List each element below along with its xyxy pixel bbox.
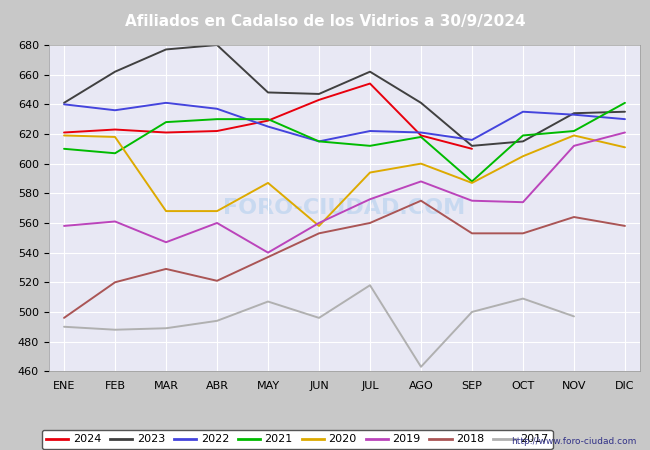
Legend: 2024, 2023, 2022, 2021, 2020, 2019, 2018, 2017: 2024, 2023, 2022, 2021, 2020, 2019, 2018… — [42, 430, 552, 449]
Text: http://www.foro-ciudad.com: http://www.foro-ciudad.com — [512, 436, 637, 446]
Text: Afiliados en Cadalso de los Vidrios a 30/9/2024: Afiliados en Cadalso de los Vidrios a 30… — [125, 14, 525, 28]
Text: FORO-CIUDAD.COM: FORO-CIUDAD.COM — [224, 198, 465, 218]
